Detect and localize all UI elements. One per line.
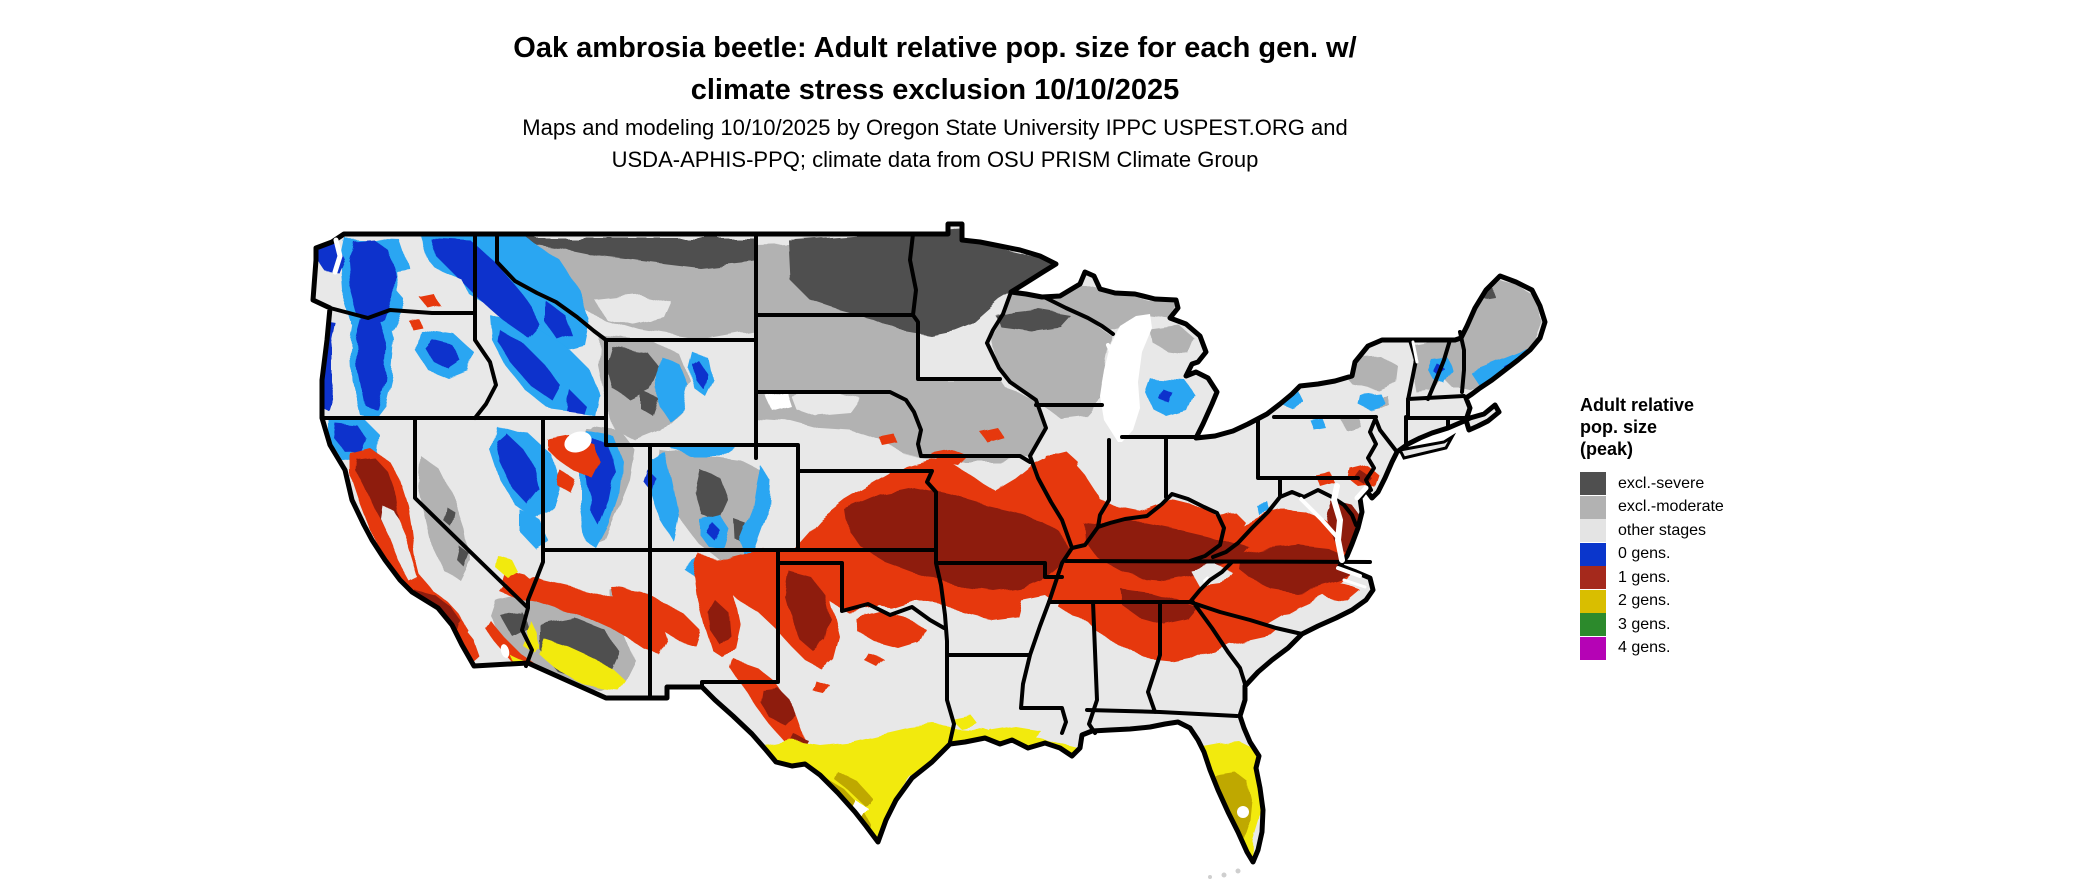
lake-michigan bbox=[1100, 314, 1152, 442]
lake-okeechobee bbox=[1237, 806, 1249, 818]
subtitle-line-2: USDA-APHIS-PPQ; climate data from OSU PR… bbox=[611, 147, 1259, 172]
chesapeake-bay bbox=[1330, 483, 1345, 563]
legend-item-4: 0 gens. bbox=[1580, 542, 1820, 567]
legend-swatch bbox=[1580, 613, 1606, 637]
albemarle-sound bbox=[1336, 566, 1362, 578]
legend-item-6: 2 gens. bbox=[1580, 589, 1820, 614]
subtitle-line-1: Maps and modeling 10/10/2025 by Oregon S… bbox=[522, 115, 1348, 140]
state-borders bbox=[320, 232, 1470, 744]
legend-title-line-3: (peak) bbox=[1580, 439, 1634, 459]
salton-sea bbox=[500, 644, 510, 658]
legend-swatch bbox=[1580, 589, 1606, 613]
pamlico-sound bbox=[1342, 578, 1367, 589]
bays bbox=[332, 237, 1419, 589]
legend-item-2: excl.-moderate bbox=[1580, 495, 1820, 520]
legend-label: other stages bbox=[1618, 521, 1707, 539]
legend-item-5: 1 gens. bbox=[1580, 566, 1820, 590]
legend-swatch bbox=[1580, 495, 1606, 519]
potomac-river bbox=[1299, 497, 1340, 540]
legend-label: excl.-moderate bbox=[1618, 498, 1724, 516]
long-island bbox=[1397, 432, 1457, 460]
legend-item-1: excl.-severe bbox=[1580, 472, 1820, 496]
legend: Adult relative pop. size (peak) excl.-se… bbox=[1580, 394, 1820, 660]
figure-subtitle: Maps and modeling 10/10/2025 by Oregon S… bbox=[0, 112, 1870, 176]
lakes bbox=[500, 314, 1249, 818]
legend-label: 0 gens. bbox=[1618, 545, 1671, 563]
legend-item-7: 3 gens. bbox=[1580, 613, 1820, 637]
legend-title-line-2: pop. size bbox=[1580, 417, 1658, 437]
lake-champlain bbox=[1411, 340, 1419, 364]
legend-swatch bbox=[1580, 566, 1606, 590]
title-line-1: Oak ambrosia beetle: Adult relative pop.… bbox=[513, 32, 1357, 64]
legend-swatch bbox=[1580, 542, 1606, 566]
legend-label: 1 gens. bbox=[1618, 568, 1671, 586]
legend-item-3: other stages bbox=[1580, 519, 1820, 543]
florida-keys bbox=[1208, 868, 1241, 879]
legend-label: 2 gens. bbox=[1618, 592, 1671, 610]
legend-items: excl.-severe excl.-moderate other stages 0 … bbox=[1580, 472, 1820, 660]
great-salt-lake bbox=[564, 431, 592, 453]
legend-swatch bbox=[1580, 472, 1606, 496]
legend-swatch bbox=[1580, 636, 1606, 660]
legend-title: Adult relative pop. size (peak) bbox=[1580, 394, 1820, 460]
legend-label: 3 gens. bbox=[1618, 615, 1671, 633]
delaware-bay bbox=[1354, 485, 1369, 501]
legend-label: excl.-severe bbox=[1618, 474, 1705, 492]
title-line-2: climate stress exclusion 10/10/2025 bbox=[690, 74, 1180, 106]
figure-title: Oak ambrosia beetle: Adult relative pop.… bbox=[0, 27, 1870, 111]
legend-swatch bbox=[1580, 519, 1606, 543]
legend-item-8: 4 gens. bbox=[1580, 636, 1820, 661]
legend-title-line-1: Adult relative bbox=[1580, 395, 1695, 415]
green-bay bbox=[1106, 343, 1124, 388]
legend-label: 4 gens. bbox=[1618, 639, 1671, 657]
puget-sound bbox=[332, 237, 343, 275]
